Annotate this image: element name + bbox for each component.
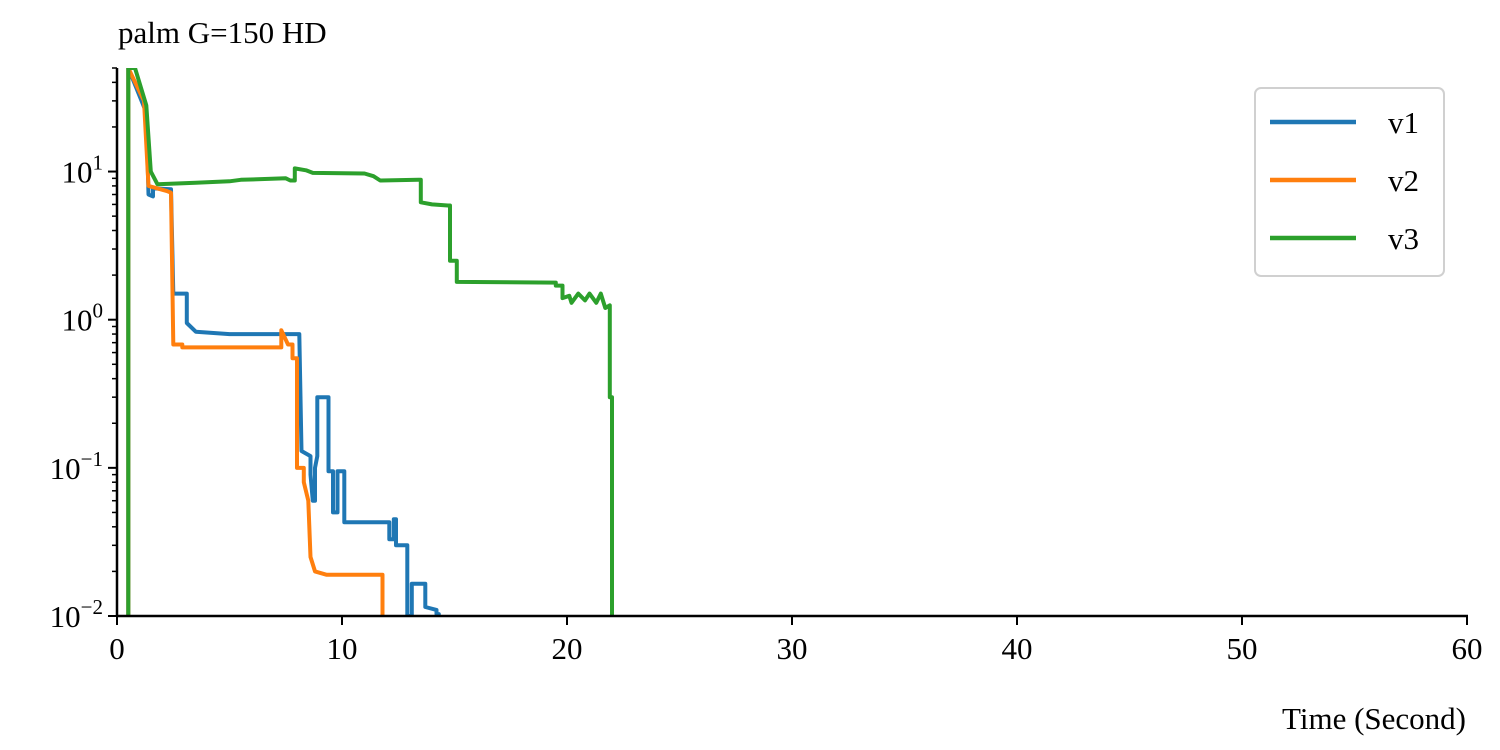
x-tick-label: 50 [1227,631,1258,666]
x-tick-label: 30 [777,631,808,666]
legend-label-v3: v3 [1388,221,1419,256]
x-axis-label: Time (Second) [1282,701,1466,736]
legend-label-v2: v2 [1388,163,1419,198]
x-tick-label: 40 [1002,631,1033,666]
y-tick-label: 10−2 [50,595,103,634]
series-line-v3 [126,68,614,616]
x-ticks: 0 10 20 30 40 50 60 [109,616,1483,666]
x-tick-label: 10 [327,631,358,666]
y-ticks: 10−2 10−1 100 101 [50,67,117,634]
series-line-v2 [126,68,385,616]
legend-label-v1: v1 [1388,105,1419,140]
x-tick-label: 0 [109,631,125,666]
x-tick-label: 20 [552,631,583,666]
legend: v1 v2 v3 [1254,87,1445,277]
y-tick-label: 100 [62,299,104,338]
y-tick-label: 10−1 [50,447,103,486]
y-tick-label: 101 [62,151,104,190]
chart-title: palm G=150 HD [118,15,327,50]
x-tick-label: 60 [1452,631,1483,666]
series-layer [126,68,614,616]
